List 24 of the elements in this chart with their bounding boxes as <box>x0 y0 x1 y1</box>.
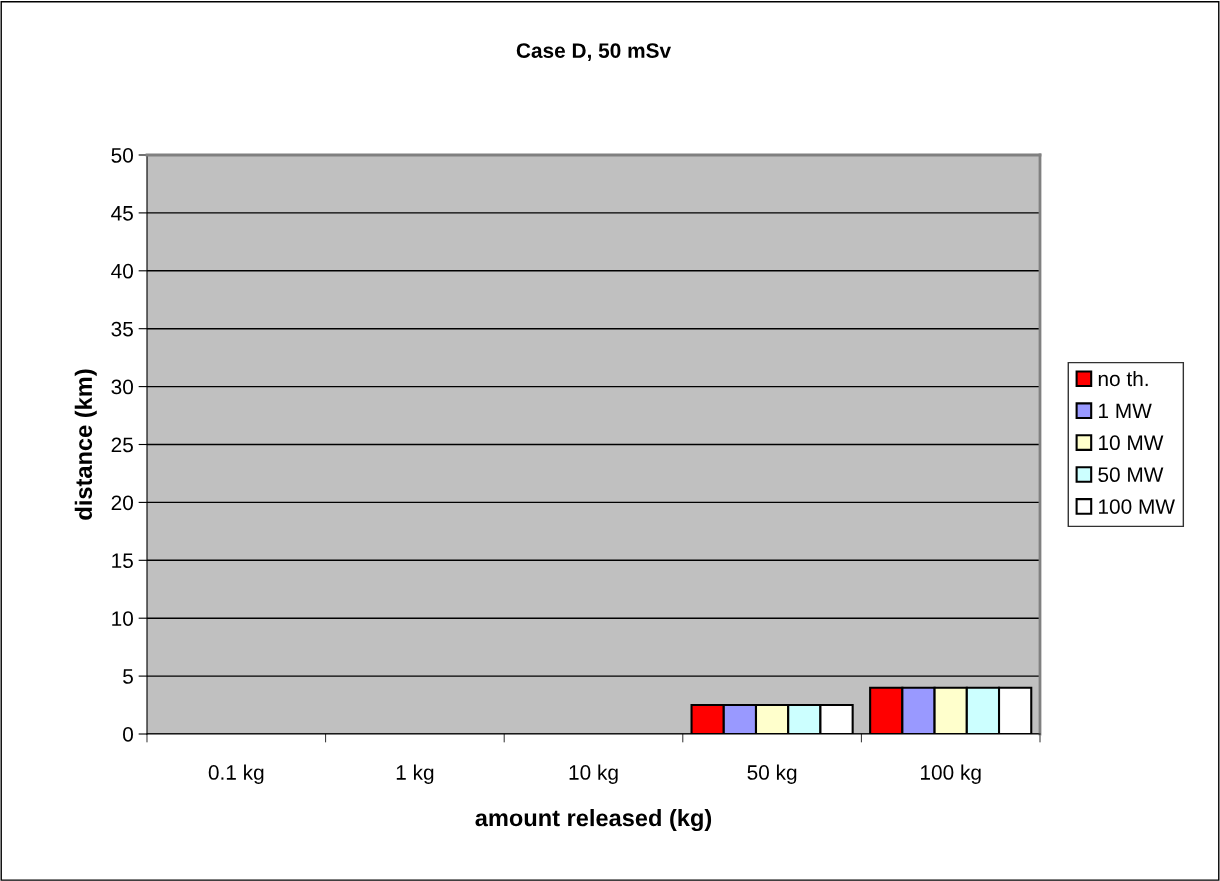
x-tick-label: 1 kg <box>396 764 434 784</box>
y-tick-label: 15 <box>112 553 133 569</box>
legend-label: no th. <box>1098 370 1148 387</box>
y-tick-label: 40 <box>111 263 133 279</box>
y-tick-label: 30 <box>111 379 133 395</box>
legend-label: 100 MW <box>1099 499 1175 514</box>
x-tick-label: 50 kg <box>747 764 797 784</box>
y-tick-label: 5 <box>123 669 133 684</box>
x-tick-label: 0.1 kg <box>208 764 264 784</box>
y-tick-label: 0 <box>123 727 133 742</box>
y-tick-label: 25 <box>111 437 133 453</box>
y-tick-label: 45 <box>111 206 133 221</box>
y-tick-label: 50 <box>111 148 133 163</box>
legend-label: 1 MW <box>1099 403 1152 418</box>
x-axis-title: amount released (kg) <box>475 808 712 832</box>
y-axis-title: distance (km) <box>74 369 97 520</box>
x-tick-label: 10 kg <box>569 764 618 784</box>
y-tick-label: 35 <box>111 321 133 337</box>
legend-label: 50 MW <box>1098 467 1164 483</box>
y-tick-label: 10 <box>112 611 133 626</box>
y-tick-label: 20 <box>111 495 133 511</box>
legend-label: 10 MW <box>1099 435 1164 451</box>
chart-title: Case D, 50 mSv <box>516 43 671 61</box>
x-tick-label: 100 kg <box>921 764 981 784</box>
